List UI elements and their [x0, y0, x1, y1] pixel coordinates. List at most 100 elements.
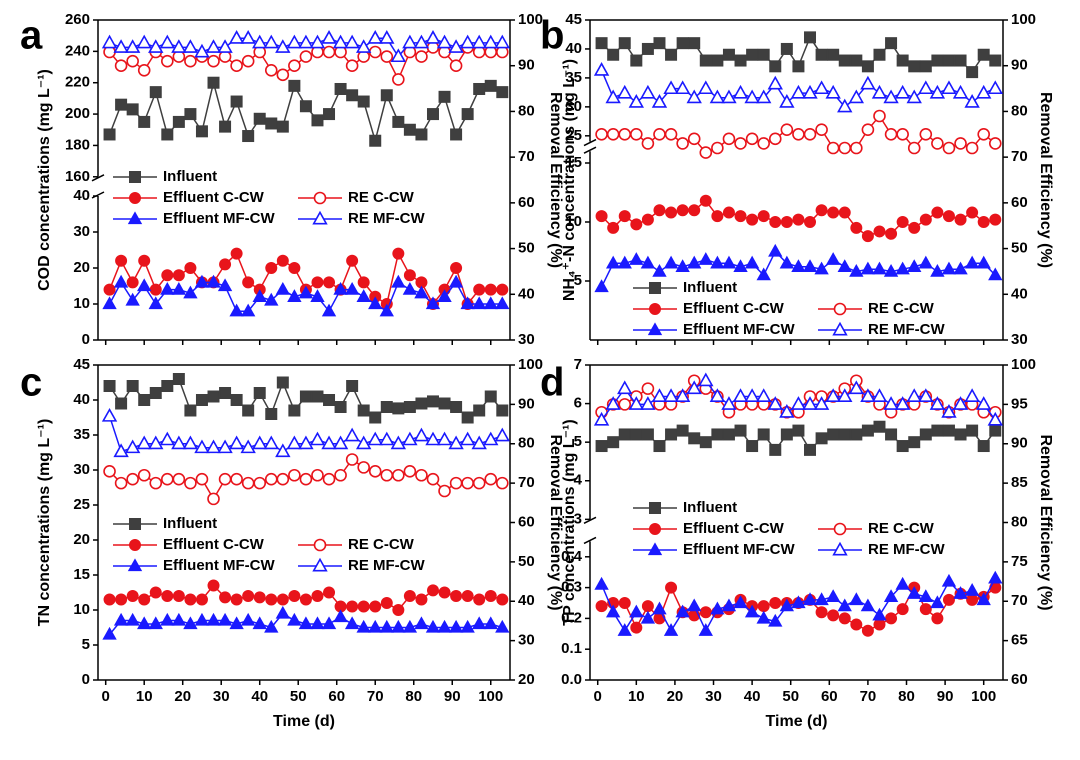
marker: [206, 274, 221, 288]
marker: [595, 127, 608, 141]
marker: [102, 296, 117, 310]
marker: [746, 213, 759, 226]
marker: [802, 84, 818, 99]
x-tick-label: 60: [328, 688, 345, 705]
legend-label: RE MF-CW: [868, 541, 945, 558]
marker: [676, 37, 689, 50]
y-axis-label: NH₄⁺-N concentrations (mg L⁻¹): [561, 59, 578, 301]
legend-item: RE MF-CW: [818, 541, 945, 558]
marker: [617, 255, 632, 269]
marker: [344, 281, 360, 295]
marker: [699, 54, 712, 67]
marker: [334, 468, 347, 482]
y-tick-label: 10: [565, 213, 582, 230]
marker: [931, 612, 944, 625]
y-tick-label: 45: [73, 356, 90, 373]
marker: [607, 48, 620, 61]
axis-break: [583, 516, 597, 525]
marker: [966, 206, 979, 219]
y2-tick-label: 50: [518, 553, 535, 570]
marker: [872, 261, 887, 275]
marker: [780, 123, 794, 137]
marker: [593, 411, 610, 426]
marker: [931, 206, 944, 219]
marker: [184, 593, 197, 606]
marker: [171, 612, 187, 626]
marker: [964, 583, 980, 596]
marker: [276, 120, 289, 133]
y2-tick-label: 90: [518, 395, 535, 412]
y-tick-label: 20: [73, 531, 90, 548]
marker: [838, 612, 851, 625]
marker: [402, 281, 418, 295]
marker: [194, 43, 210, 58]
y-tick-label: 0.0: [561, 671, 582, 688]
marker: [298, 435, 314, 450]
marker: [114, 59, 128, 73]
marker: [942, 593, 955, 606]
marker: [825, 252, 841, 265]
marker: [860, 261, 876, 275]
marker: [218, 472, 232, 486]
y2-tick-label: 30: [1011, 331, 1028, 348]
marker: [450, 262, 463, 274]
y-tick-label: 0.2: [561, 609, 582, 626]
x-axis-label: Time (d): [766, 713, 828, 730]
marker: [137, 278, 152, 292]
marker: [954, 137, 967, 150]
marker: [827, 609, 840, 622]
marker: [804, 31, 817, 44]
legend-symbol: [129, 539, 141, 551]
marker: [767, 396, 783, 410]
marker: [461, 108, 474, 121]
marker: [149, 283, 162, 296]
y2-tick-label: 60: [518, 194, 535, 211]
marker: [184, 54, 197, 68]
marker: [861, 230, 874, 243]
y2-tick-label: 70: [518, 148, 535, 165]
legend-marker: [129, 171, 141, 183]
marker: [699, 194, 712, 207]
marker: [380, 401, 393, 413]
marker: [814, 592, 829, 606]
marker: [287, 612, 302, 626]
marker: [861, 60, 874, 73]
marker: [605, 396, 621, 410]
marker: [977, 48, 990, 61]
marker: [767, 75, 783, 90]
marker: [873, 420, 886, 433]
x-axis-label: Time (d): [273, 713, 335, 730]
marker: [826, 141, 840, 155]
y2-tick-label: 80: [1011, 513, 1028, 530]
legend-symbol: [647, 322, 663, 336]
marker: [941, 261, 957, 275]
marker: [113, 39, 129, 53]
series: [593, 372, 1003, 426]
marker: [665, 206, 678, 219]
y2-tick-label: 75: [1011, 553, 1028, 570]
marker: [791, 259, 806, 273]
marker: [617, 84, 633, 99]
marker: [461, 590, 474, 602]
y-tick-label: 0: [82, 331, 90, 348]
x-tick-label: 40: [744, 688, 761, 705]
marker: [964, 255, 980, 269]
marker: [309, 431, 326, 446]
marker: [126, 54, 139, 68]
marker: [595, 210, 608, 223]
marker: [746, 48, 759, 61]
marker: [873, 109, 886, 123]
axis-break: [583, 536, 597, 545]
marker: [663, 255, 679, 269]
axis-break: [583, 146, 597, 154]
axis-break: [583, 138, 597, 147]
marker: [484, 283, 497, 296]
y2-tick-label: 20: [518, 671, 535, 688]
y-tick-label: 160: [65, 168, 90, 185]
marker: [242, 130, 255, 143]
marker: [484, 390, 497, 403]
marker: [461, 476, 474, 490]
marker: [240, 612, 256, 626]
marker: [275, 39, 291, 53]
marker: [392, 115, 405, 128]
